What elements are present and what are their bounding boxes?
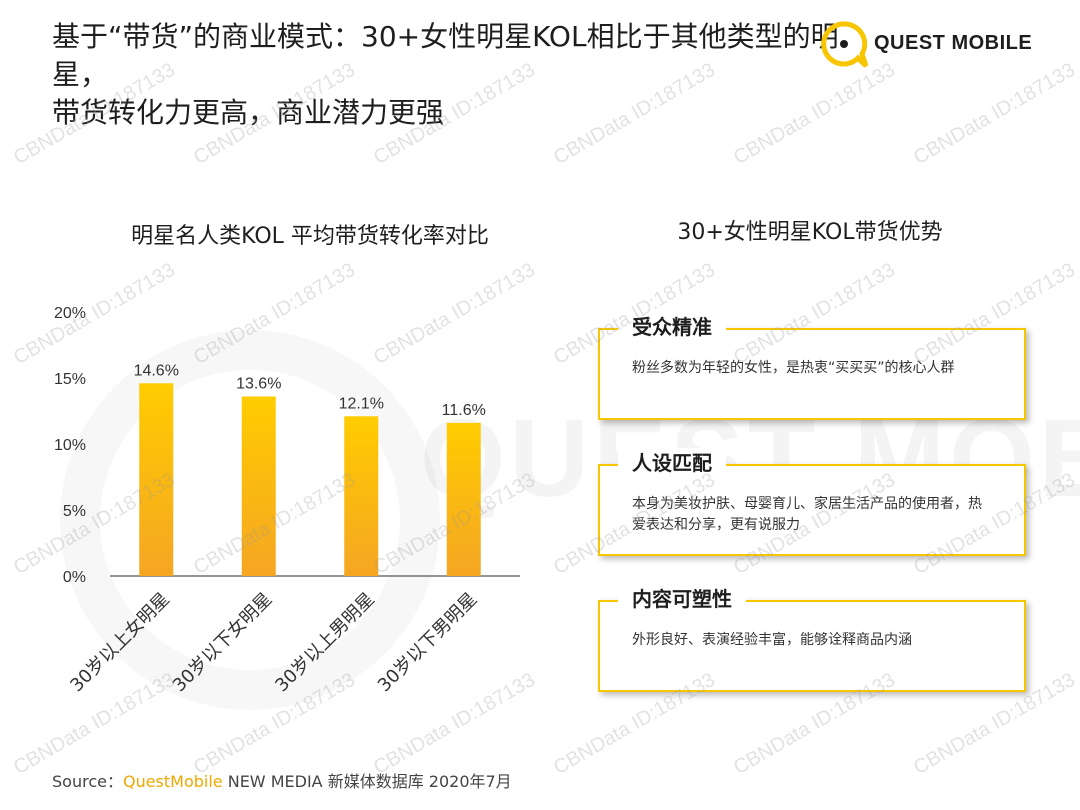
bar <box>139 383 174 576</box>
watermark-text: CBNData ID:187133 <box>910 58 1079 170</box>
questmobile-logo: QUEST MOBILE <box>818 20 1058 70</box>
y-tick-label: 10% <box>54 437 86 454</box>
y-tick-label: 20% <box>54 305 86 322</box>
source-note: Source：QuestMobile NEW MEDIA 新媒体数据库 2020… <box>52 768 512 792</box>
advantage-heading: 受众精准 <box>618 312 726 342</box>
y-tick-label: 15% <box>54 371 86 388</box>
advantage-heading: 内容可塑性 <box>618 584 746 614</box>
page-title-line-1: 基于“带货”的商业模式：30+女性明星KOL相比于其他类型的明星， <box>52 20 839 91</box>
speech-bubble-logo-icon <box>821 21 869 68</box>
x-tick-label: 30岁以下男明星 <box>374 589 481 696</box>
logo-wordmark: QUEST MOBILE <box>874 32 1033 54</box>
bar-value-label: 11.6% <box>442 402 486 419</box>
x-tick-label: 30岁以上女明星 <box>66 589 173 696</box>
bar-value-label: 13.6% <box>236 375 281 392</box>
advantage-card-content: 内容可塑性 外形良好、表演经验丰富，能够诠释商品内涵 <box>598 584 1026 692</box>
advantage-body: 粉丝多数为年轻的女性，是热衷“买买买”的核心人群 <box>632 360 955 376</box>
y-tick-label: 0% <box>63 569 86 586</box>
chart-title: 明星名人类KOL 平均带货转化率对比 <box>131 224 489 249</box>
x-tick-label: 30岁以上男明星 <box>271 589 378 696</box>
source-prefix: Source： <box>52 772 123 791</box>
bar <box>241 396 276 576</box>
advantage-body: 本身为美妆护肤、母婴育儿、家居生活产品的使用者，热爱表达和分享，更有说服力 <box>632 496 982 533</box>
advantage-card-audience: 受众精准 粉丝多数为年轻的女性，是热衷“买买买”的核心人群 <box>598 312 1026 420</box>
bar-value-label: 14.6% <box>134 362 179 379</box>
advantage-body: 外形良好、表演经验丰富，能够诠释商品内涵 <box>632 632 912 648</box>
y-tick-label: 5% <box>63 503 86 520</box>
bar <box>446 422 481 576</box>
bar-value-label: 12.1% <box>339 395 384 412</box>
page-title-line-2: 带货转化力更高，商业潜力更强 <box>52 96 445 129</box>
advantage-card-persona: 人设匹配 本身为美妆护肤、母婴育儿、家居生活产品的使用者，热爱表达和分享，更有说… <box>598 448 1026 556</box>
bar-chart: 0% 5% 10% 15% 20% 14.6% 30岁以上女明星 13.6% 30岁以下女明星… <box>54 305 520 696</box>
page-title: 基于“带货”的商业模式：30+女性明星KOL相比于其他类型的明星， 带货转化力更… <box>52 18 852 132</box>
advantages-title: 30+女性明星KOL带货优势 <box>677 220 943 245</box>
advantage-heading: 人设匹配 <box>618 448 726 478</box>
bar <box>344 416 379 576</box>
source-detail: NEW MEDIA 新媒体数据库 2020年7月 <box>222 772 512 791</box>
x-tick-label: 30岁以下女明星 <box>169 589 276 696</box>
source-brand: QuestMobile <box>122 772 223 791</box>
